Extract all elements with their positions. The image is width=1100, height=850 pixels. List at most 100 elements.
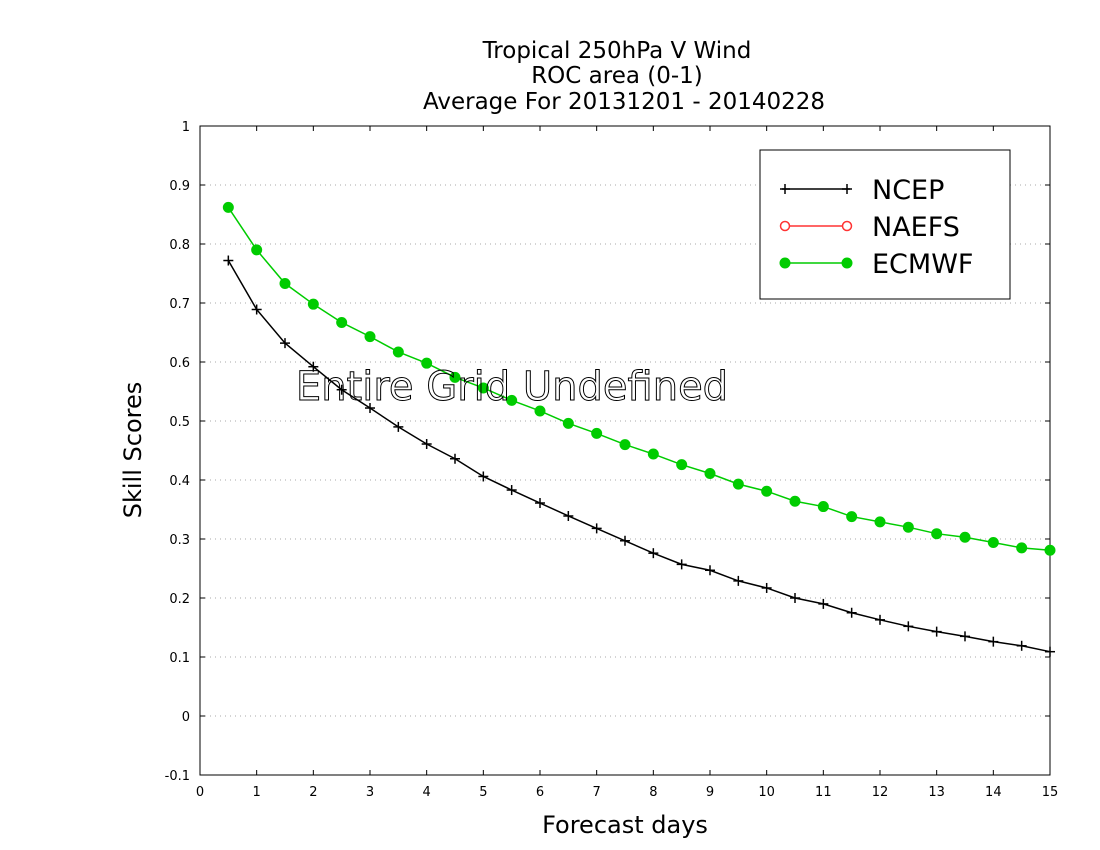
data-point-ncep — [450, 453, 460, 464]
x-tick-label: 8 — [649, 785, 657, 800]
data-point-ncep — [336, 384, 347, 395]
data-point-ncep — [875, 614, 885, 625]
annotation-text: Entire Grid Undefined — [296, 364, 728, 410]
y-tick-label: -0.1 — [165, 769, 190, 784]
x-tick-label: 6 — [536, 785, 544, 800]
x-tick-label: 0 — [196, 785, 204, 800]
data-point-ecmwf — [874, 516, 886, 528]
data-point-ecmwf — [1016, 542, 1028, 554]
data-point-ecmwf — [534, 405, 546, 417]
data-point-ncep — [790, 593, 800, 603]
legend: NCEP NAEFS ECMWF — [759, 149, 1011, 300]
x-tick-label: 1 — [253, 785, 261, 800]
y-tick-label: 0.7 — [169, 297, 190, 312]
y-tick-label: 0.8 — [169, 238, 190, 253]
y-tick-label: 0.5 — [169, 415, 190, 430]
y-tick-label: 0 — [182, 710, 190, 725]
data-point-ecmwf — [931, 528, 943, 540]
y-tick-label: 0.6 — [169, 356, 190, 371]
y-tick-label: 0.4 — [169, 474, 190, 489]
data-point-ecmwf — [307, 298, 319, 310]
legend-box — [759, 149, 1011, 300]
data-point-ecmwf — [761, 485, 773, 497]
data-point-ncep — [988, 636, 999, 647]
data-point-ncep — [251, 304, 262, 315]
data-point-ncep — [365, 403, 375, 414]
data-point-ncep — [506, 485, 517, 496]
legend-label-ecmwf: ECMWF — [872, 249, 973, 280]
data-point-ncep — [591, 523, 602, 534]
data-point-ecmwf — [676, 459, 688, 471]
legend-label-ncep: NCEP — [872, 175, 944, 206]
legend-items: NCEP NAEFS ECMWF — [779, 175, 973, 280]
x-tick-label: 4 — [423, 785, 431, 800]
y-axis-label: Skill Scores — [119, 382, 147, 519]
x-tick-label: 10 — [758, 785, 775, 800]
data-point-ecmwf — [789, 495, 801, 507]
x-tick-label: 15 — [1042, 785, 1059, 800]
data-point-ecmwf — [619, 439, 631, 451]
data-point-ncep — [1016, 640, 1027, 651]
data-point-ecmwf — [364, 331, 376, 343]
series-line-ncep — [227, 260, 1051, 653]
data-point-ecmwf — [987, 537, 999, 549]
data-point-ecmwf — [647, 448, 659, 460]
data-point-ecmwf — [1044, 544, 1056, 556]
data-point-ecmwf — [392, 346, 404, 358]
x-axis: 0 1 2 3 4 5 6 7 8 9 10 11 12 13 14 15 — [196, 126, 1058, 800]
y-tick-label: 0.2 — [169, 592, 190, 607]
y-tick-label: 1 — [182, 120, 190, 135]
data-point-ncep — [280, 338, 290, 349]
x-tick-label: 9 — [706, 785, 714, 800]
data-point-ecmwf — [251, 244, 263, 256]
legend-label-naefs: NAEFS — [872, 212, 960, 243]
data-point-ncep — [705, 565, 715, 576]
data-point-ecmwf — [562, 417, 574, 429]
chart-title: Tropical 250hPa V Wind ROC area (0-1) Av… — [423, 38, 825, 115]
data-point-ncep — [563, 510, 574, 521]
data-point-ecmwf — [336, 316, 348, 328]
legend-marker-ncep — [842, 184, 852, 194]
y-axis: -0.1 0 0.1 0.2 0.3 0.4 0.5 0.6 0.7 0.8 0.9 1 — [165, 120, 1050, 784]
data-point-ecmwf — [846, 511, 858, 523]
data-point-ecmwf — [732, 478, 744, 490]
x-tick-label: 13 — [928, 785, 945, 800]
data-point-ncep — [620, 535, 630, 546]
legend-marker-naefs — [841, 220, 853, 232]
data-point-ncep — [960, 631, 970, 642]
title-line-2: ROC area (0-1) — [531, 63, 703, 89]
x-tick-label: 12 — [872, 785, 889, 800]
data-point-ecmwf — [477, 382, 489, 394]
x-tick-label: 11 — [815, 785, 832, 800]
data-point-ecmwf — [421, 357, 433, 369]
title-line-1: Tropical 250hPa V Wind — [482, 38, 752, 64]
legend-marker-ecmwf — [779, 257, 791, 269]
data-point-ecmwf — [279, 278, 291, 290]
data-point-ncep — [535, 498, 545, 509]
x-axis-label: Forecast days — [542, 811, 708, 839]
title-line-3: Average For 20131201 - 20140228 — [423, 89, 825, 115]
data-point-ncep — [903, 621, 914, 632]
data-point-ncep — [478, 471, 489, 482]
data-point-ncep — [676, 559, 687, 570]
data-point-ecmwf — [902, 521, 914, 533]
data-point-ecmwf — [704, 468, 716, 480]
data-point-ncep — [308, 361, 319, 372]
data-point-ecmwf — [222, 201, 234, 213]
data-point-ecmwf — [591, 427, 603, 439]
data-point-ncep — [648, 548, 659, 559]
x-tick-label: 7 — [593, 785, 601, 800]
plot-frame — [199, 125, 1051, 776]
data-point-ncep — [223, 255, 234, 266]
x-tick-label: 5 — [479, 785, 487, 800]
data-point-ncep — [1045, 646, 1055, 657]
x-tick-label: 3 — [366, 785, 374, 800]
y-tick-label: 0.9 — [169, 179, 190, 194]
legend-marker-ncep — [780, 184, 790, 194]
legend-marker-naefs — [779, 220, 791, 232]
data-point-ncep — [421, 439, 432, 450]
y-tick-label: 0.1 — [169, 651, 190, 666]
data-point-ncep — [733, 575, 744, 586]
legend-marker-ecmwf — [841, 257, 853, 269]
